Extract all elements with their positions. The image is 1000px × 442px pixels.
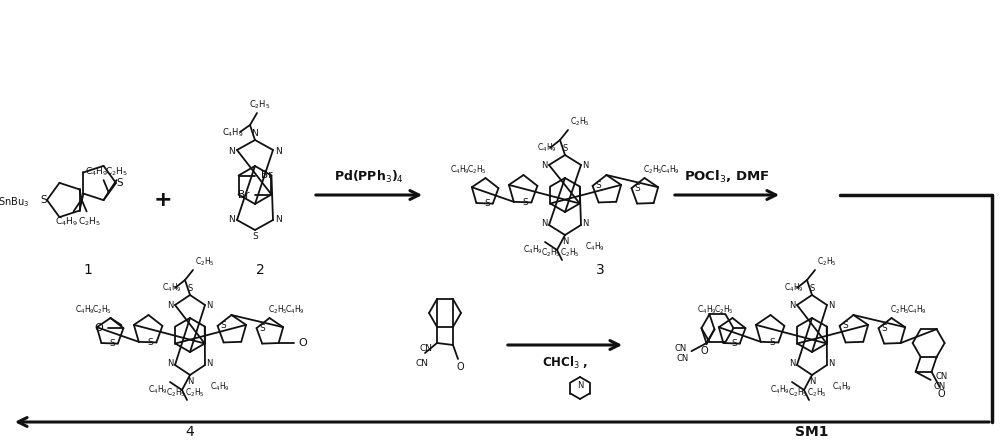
Text: C$_4$H$_9$: C$_4$H$_9$ [585,241,605,253]
Text: C$_4$H$_9$: C$_4$H$_9$ [222,127,244,139]
Text: C$_2$H$_5$: C$_2$H$_5$ [643,164,663,176]
Text: C$_4$H$_9$: C$_4$H$_9$ [450,164,470,176]
Text: O: O [456,362,464,372]
Text: N: N [275,146,282,156]
Text: S: S [809,284,815,293]
Text: N: N [206,359,212,369]
Text: C$_2$H$_5$: C$_2$H$_5$ [249,99,271,111]
Text: N: N [828,359,834,369]
Text: C$_4$H$_9$: C$_4$H$_9$ [784,282,804,294]
Text: CN: CN [419,344,432,353]
Text: C$_2$H$_5$: C$_2$H$_5$ [185,387,205,399]
Text: C$_2$H$_5$: C$_2$H$_5$ [467,164,487,176]
Text: S: S [117,178,123,188]
Text: C$_4$H$_9$: C$_4$H$_9$ [55,215,78,228]
Text: CN: CN [674,343,686,353]
Text: S: S [148,338,153,347]
Text: S: S [770,338,775,347]
Text: N: N [582,220,588,229]
Text: S: S [596,181,601,191]
Text: C$_4$H$_9$: C$_4$H$_9$ [75,304,95,316]
Text: C$_4$H$_9$: C$_4$H$_9$ [523,244,543,256]
Text: C$_2$H$_5$: C$_2$H$_5$ [268,304,288,316]
Text: SnBu$_3$: SnBu$_3$ [0,195,29,209]
Text: S: S [882,324,887,333]
Text: C$_4$H$_9$: C$_4$H$_9$ [907,304,927,316]
Text: 4: 4 [186,425,194,439]
Text: C$_2$H$_5$: C$_2$H$_5$ [807,387,827,399]
Text: C$_2$H$_5$: C$_2$H$_5$ [195,256,215,268]
Text: S: S [484,199,490,208]
Text: C$_4$H$_9$: C$_4$H$_9$ [210,381,230,393]
Text: C$_4$H$_9$: C$_4$H$_9$ [148,384,168,396]
Text: 1: 1 [84,263,92,277]
Text: O: O [95,323,103,333]
Text: CHCl$_3$ ,: CHCl$_3$ , [542,355,588,371]
Text: S: S [635,183,640,193]
Text: S: S [562,144,568,153]
Text: S: S [187,284,193,293]
Text: N: N [542,161,548,171]
Text: N: N [168,359,174,369]
Text: S: S [221,321,226,330]
Text: O: O [299,338,307,348]
Text: C$_4$H$_9$: C$_4$H$_9$ [697,304,717,316]
Text: N: N [542,220,548,229]
Text: C$_2$H$_5$: C$_2$H$_5$ [166,387,186,399]
Text: C$_2$H$_5$: C$_2$H$_5$ [890,304,910,316]
Text: +: + [154,190,172,210]
Text: C$_4$H$_9$: C$_4$H$_9$ [285,304,305,316]
Text: C$_4$H$_9$: C$_4$H$_9$ [162,282,182,294]
Text: C$_2$H$_5$: C$_2$H$_5$ [817,256,837,268]
Text: C$_4$H$_9$: C$_4$H$_9$ [770,384,790,396]
Text: N: N [228,214,235,224]
Text: C$_2$H$_5$: C$_2$H$_5$ [570,116,590,128]
Text: CN: CN [676,354,688,362]
Text: S: S [109,339,115,348]
Text: C$_2$H$_5$: C$_2$H$_5$ [714,304,734,316]
Text: N: N [206,301,212,310]
Text: S: S [41,195,47,205]
Text: S: S [523,198,528,207]
Text: N: N [562,237,568,246]
Text: Br: Br [238,190,249,199]
Text: CN: CN [934,382,946,391]
Text: C$_4$H$_9$: C$_4$H$_9$ [660,164,680,176]
Text: 3: 3 [596,263,604,277]
Text: Br: Br [261,171,272,180]
Text: S: S [843,321,848,330]
Text: C$_4$H$_9$: C$_4$H$_9$ [85,166,108,179]
Text: Pd(PPh$_3$)$_4$: Pd(PPh$_3$)$_4$ [334,169,404,185]
Text: C$_2$H$_5$: C$_2$H$_5$ [788,387,808,399]
Text: SM1: SM1 [795,425,829,439]
Text: O: O [701,346,708,356]
Text: C$_2$H$_5$: C$_2$H$_5$ [541,247,561,259]
Text: C$_2$H$_5$: C$_2$H$_5$ [105,166,128,179]
Text: C$_2$H$_5$: C$_2$H$_5$ [78,215,101,228]
Text: O: O [938,389,945,399]
Text: N: N [228,146,235,156]
Text: S: S [260,324,265,333]
Text: CN: CN [936,373,948,381]
Text: N: N [168,301,174,310]
Text: N: N [790,359,796,369]
Text: POCl$_3$, DMF: POCl$_3$, DMF [684,169,770,185]
Text: C$_4$H$_9$: C$_4$H$_9$ [537,142,557,154]
Text: N: N [252,129,258,138]
Text: C$_2$H$_5$: C$_2$H$_5$ [560,247,580,259]
Text: C$_2$H$_5$: C$_2$H$_5$ [92,304,112,316]
Text: N: N [275,214,282,224]
Text: CN: CN [416,358,429,367]
Text: N: N [809,377,815,386]
Text: N: N [828,301,834,310]
Text: N: N [577,381,583,390]
Text: N: N [582,161,588,171]
Text: N: N [187,377,193,386]
Text: N: N [790,301,796,310]
Text: C$_4$H$_9$: C$_4$H$_9$ [832,381,852,393]
Text: S: S [252,232,258,241]
Text: S: S [731,339,737,348]
Text: 2: 2 [256,263,264,277]
